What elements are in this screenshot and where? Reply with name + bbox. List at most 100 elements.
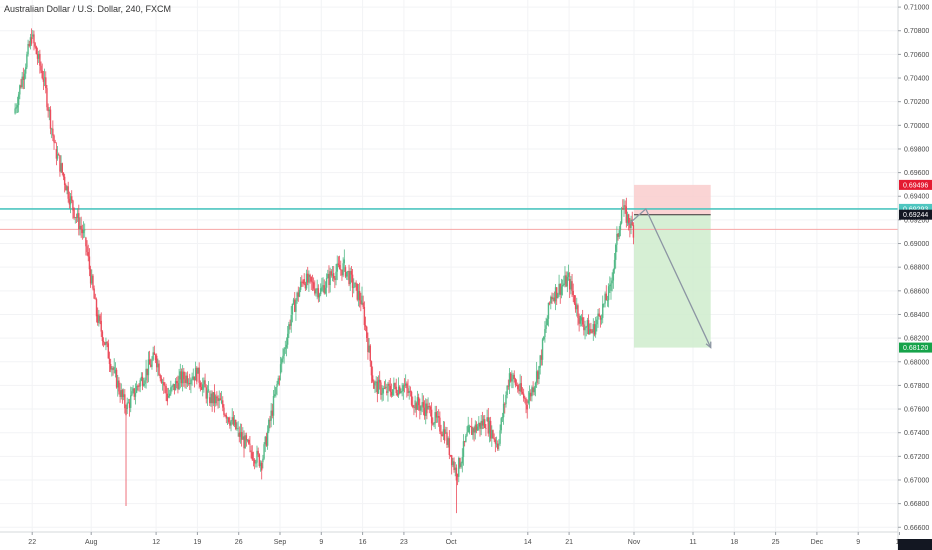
candle-body xyxy=(514,379,517,385)
candle-body xyxy=(189,383,191,385)
candle-body xyxy=(114,369,117,374)
candle-body xyxy=(262,458,264,463)
candle-body xyxy=(603,303,605,305)
time-axis-label: Oct xyxy=(446,539,457,546)
candle-body xyxy=(508,373,511,387)
candle-body xyxy=(383,387,386,389)
candle-body xyxy=(81,229,84,234)
candle-body xyxy=(55,148,58,159)
candle-body xyxy=(209,397,211,404)
candle-body xyxy=(20,85,22,88)
candle-body xyxy=(179,371,181,380)
candle-body xyxy=(27,43,29,55)
candle-body xyxy=(22,76,25,80)
candle-body xyxy=(376,381,379,394)
candle-body xyxy=(187,383,190,384)
candle-body xyxy=(572,290,574,296)
time-axis-label: 16 xyxy=(359,539,367,546)
candle-body xyxy=(178,376,180,390)
candle-body xyxy=(177,383,179,390)
candle-body xyxy=(244,435,246,449)
candle-body xyxy=(366,326,368,338)
candle-body xyxy=(543,336,545,340)
time-axis-label: 12 xyxy=(152,539,160,546)
candle-body xyxy=(207,389,210,391)
candle-body xyxy=(565,275,567,287)
candle-body xyxy=(358,291,361,301)
candle-body xyxy=(459,458,461,467)
price-axis-label: 0.70800 xyxy=(904,28,929,35)
candle-body xyxy=(620,209,623,224)
candle-body xyxy=(350,271,353,275)
candle-body xyxy=(630,219,632,228)
candle-body xyxy=(616,233,618,245)
candle-body xyxy=(87,252,89,257)
time-axis-label: 9 xyxy=(856,539,860,546)
candle-body xyxy=(617,233,619,237)
candle-body xyxy=(46,88,48,108)
candle-body xyxy=(42,78,45,82)
candle-body xyxy=(384,386,387,389)
candle-body xyxy=(121,390,124,397)
candle-body xyxy=(223,407,225,415)
candle-body xyxy=(200,386,203,390)
price-badge xyxy=(899,209,932,220)
candle-body xyxy=(196,367,198,382)
candle-body xyxy=(441,434,443,436)
candle-body xyxy=(583,324,585,331)
candle-body xyxy=(606,300,609,301)
candle-body xyxy=(430,409,433,424)
candle-body xyxy=(37,53,40,59)
price-axis-label: 0.68400 xyxy=(904,312,929,319)
candle-body xyxy=(629,223,631,228)
candle-body xyxy=(544,329,546,337)
candle-body xyxy=(475,424,478,431)
candle-body xyxy=(118,380,120,392)
candle-body xyxy=(138,385,140,387)
candle-body xyxy=(160,378,163,383)
candle-body xyxy=(86,246,88,253)
candle-body xyxy=(347,271,349,272)
candle-body xyxy=(157,363,159,368)
candle-body xyxy=(282,355,284,359)
price-axis-label: 0.71000 xyxy=(904,5,929,12)
candle-body xyxy=(607,286,610,301)
candle-body xyxy=(210,393,212,404)
candle-body xyxy=(140,376,143,381)
candle-body xyxy=(605,293,607,301)
candle-body xyxy=(349,271,351,285)
time-axis-label: 18 xyxy=(730,539,738,546)
candle-body xyxy=(67,186,69,199)
candle-body xyxy=(395,386,397,394)
candle-body xyxy=(505,395,507,405)
candle-body xyxy=(281,358,283,365)
candle-body xyxy=(155,355,158,368)
candle-body xyxy=(305,273,308,289)
candle-body xyxy=(292,299,295,304)
candle-body xyxy=(98,315,100,323)
candle-body xyxy=(548,302,551,304)
candle-body xyxy=(445,432,447,434)
candle-body xyxy=(69,196,72,205)
candle-body xyxy=(534,382,537,388)
candle-body xyxy=(377,379,380,394)
candle-body xyxy=(390,391,393,396)
candle-body xyxy=(501,417,504,419)
candle-body xyxy=(82,229,85,234)
candle-body xyxy=(344,267,347,277)
candle-body xyxy=(74,217,76,219)
candle-body xyxy=(388,383,390,386)
candle-body xyxy=(504,403,506,405)
candle-body xyxy=(592,324,594,333)
candle-body xyxy=(321,286,323,291)
candle-body xyxy=(476,426,479,431)
candle-body xyxy=(29,37,32,47)
candles-group xyxy=(14,28,635,514)
candle-body xyxy=(202,384,204,390)
candle-body xyxy=(479,422,481,429)
candle-body xyxy=(439,417,441,432)
candle-body xyxy=(528,392,531,401)
candle-body xyxy=(242,436,244,440)
candle-body xyxy=(112,368,114,370)
